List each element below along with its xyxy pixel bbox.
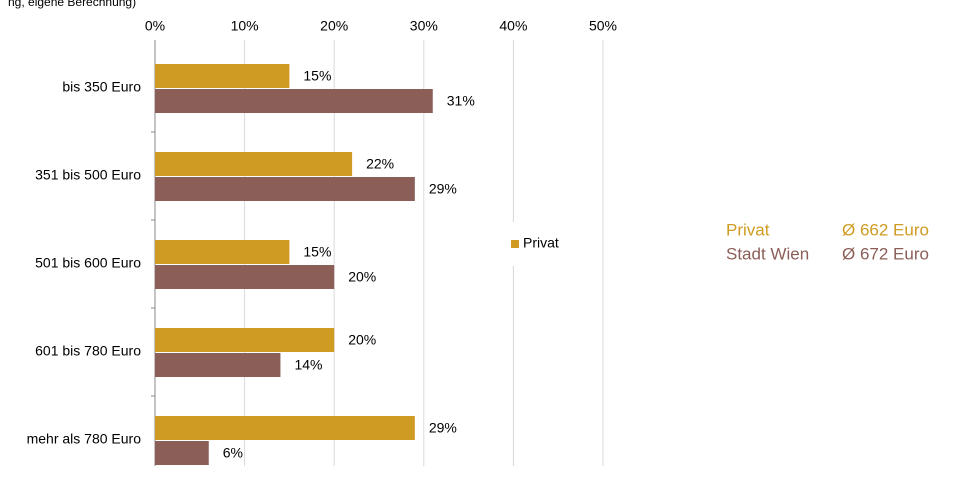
- data-label: 22%: [366, 156, 394, 172]
- x-tick-label: 20%: [320, 18, 348, 34]
- bar: [155, 441, 209, 465]
- bar: [155, 353, 281, 377]
- data-label: 20%: [348, 269, 376, 285]
- y-tick-label: 351 bis 500 Euro: [35, 167, 141, 183]
- annotation-average: Ø 672 Euro: [842, 244, 929, 263]
- x-tick-label: 10%: [231, 18, 259, 34]
- x-tick-label: 50%: [589, 18, 617, 34]
- annotation-name: Stadt Wien: [726, 244, 809, 263]
- x-tick-label: 40%: [499, 18, 527, 34]
- bar: [155, 64, 290, 88]
- x-tick-label: 30%: [410, 18, 438, 34]
- data-label: 31%: [447, 93, 475, 109]
- annotation-name: Privat: [726, 220, 770, 239]
- bar: [155, 152, 353, 176]
- bar: [155, 328, 335, 352]
- bar: [155, 265, 335, 289]
- source-note: ng, eigene Berechnung): [8, 0, 136, 9]
- data-label: 15%: [303, 68, 331, 84]
- y-tick-label: 601 bis 780 Euro: [35, 343, 141, 359]
- bar: [155, 240, 290, 264]
- data-label: 29%: [429, 181, 457, 197]
- bar: [155, 177, 415, 201]
- annotation-average: Ø 662 Euro: [842, 220, 929, 239]
- y-tick-label: mehr als 780 Euro: [27, 431, 142, 447]
- data-label: 14%: [294, 357, 322, 373]
- legend-swatch: [511, 240, 519, 248]
- bar: [155, 416, 415, 440]
- data-label: 15%: [303, 244, 331, 260]
- y-tick-label: 501 bis 600 Euro: [35, 255, 141, 271]
- bar: [155, 89, 433, 113]
- data-label: 29%: [429, 420, 457, 436]
- data-label: 20%: [348, 332, 376, 348]
- y-tick-label: bis 350 Euro: [62, 79, 141, 95]
- data-label: 6%: [223, 445, 243, 461]
- legend-label: Privat: [523, 235, 559, 251]
- x-tick-label: 0%: [145, 18, 165, 34]
